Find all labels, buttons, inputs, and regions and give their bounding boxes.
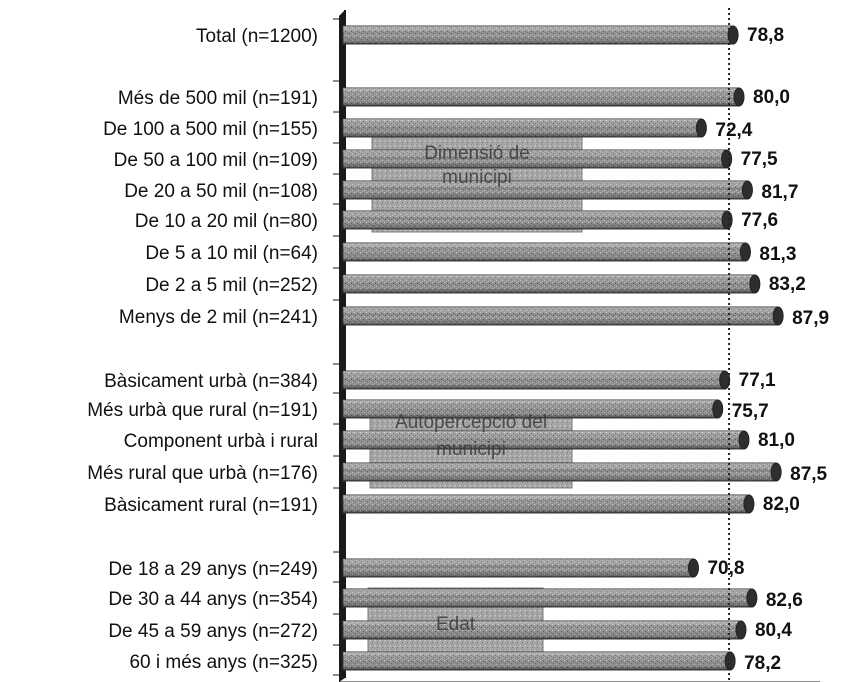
category-label: De 30 a 44 anys (n=354) [108,589,318,610]
value-label: 78,8 [747,25,784,46]
category-label: De 100 a 500 mil (n=155) [103,119,318,140]
bar-shade [343,275,755,293]
bar-end-cap [735,620,747,640]
category-label: Menys de 2 mil (n=241) [119,307,318,328]
category-label: De 5 a 10 mil (n=64) [145,243,318,264]
bar-end-cap [724,651,736,671]
bar-shade [343,495,749,513]
axis-layer [333,10,820,682]
bar-shade [343,371,725,389]
bar-end-cap [695,118,707,138]
bar-shade [343,463,777,481]
bar-shade [343,243,746,261]
bar-shade [343,211,728,229]
category-label: De 18 a 29 anys (n=249) [108,559,318,580]
bar-shade [343,307,779,325]
category-label: Component urbà i rural [124,431,318,452]
bar-shade [343,119,702,137]
category-label: De 10 a 20 mil (n=80) [135,211,318,232]
bar-end-cap [772,306,784,326]
bar-shade [343,559,694,577]
bar-shade [343,150,727,168]
bar-end-cap [738,430,750,450]
value-label: 83,2 [769,274,806,295]
category-label: Més de 500 mil (n=191) [118,88,318,109]
bar-end-cap [741,180,753,200]
value-label: 78,2 [744,653,781,674]
value-label: 75,7 [732,401,769,422]
bar-shade [343,181,748,199]
category-label: Més rural que urbà (n=176) [87,463,318,484]
category-label: Total (n=1200) [196,26,318,47]
bar-end-cap [712,399,724,419]
bar-shade [343,88,739,106]
bar-end-cap [746,588,758,608]
category-label: De 20 a 50 mil (n=108) [124,181,318,202]
category-label: De 2 a 5 mil (n=252) [145,275,318,296]
value-label: 80,4 [755,620,792,641]
value-label: 80,0 [753,87,790,108]
group-label: municipi [442,167,512,188]
bar-end-cap [721,149,733,169]
value-label: 81,0 [758,430,795,451]
bar-shade [343,400,718,418]
category-label: Bàsicament urbà (n=384) [104,371,318,392]
bar-end-cap [721,210,733,230]
group-boxes [367,119,583,663]
category-label: 60 i més anys (n=325) [129,652,318,673]
bar-shade [343,589,752,607]
group-label: Autopercepció del [395,412,547,433]
bars-layer [342,25,784,671]
value-label: 87,9 [792,308,829,329]
value-label: 82,6 [766,590,803,611]
category-label: De 50 a 100 mil (n=109) [114,150,318,171]
category-label: Bàsicament rural (n=191) [104,495,318,516]
group-label: Edat [436,614,476,635]
bar-end-cap [739,242,751,262]
bar-shade [343,431,744,449]
value-label: 81,3 [759,244,796,265]
labels-layer: Total (n=1200) 78,8 Més de 500 mil (n=191)… [87,25,829,674]
value-label: 70,8 [707,558,744,579]
bar-end-cap [733,87,745,107]
category-label: De 45 a 59 anys (n=272) [108,621,318,642]
bar-shade [343,621,741,639]
value-label: 77,6 [741,210,778,231]
bar-end-cap [770,462,782,482]
bar-end-cap [743,494,755,514]
value-label: 77,5 [741,149,778,170]
bar-end-cap [687,558,699,578]
category-label: Més urbà que rural (n=191) [87,400,318,421]
value-label: 77,1 [739,370,776,391]
group-label: municipi [436,439,506,460]
value-label: 82,0 [763,494,800,515]
axis-wall [339,10,345,682]
bar-shade [343,26,734,44]
bar-end-cap [749,274,761,294]
value-label: 81,7 [761,182,798,203]
value-label: 87,5 [790,464,827,485]
group-label: Dimensió de [424,143,530,164]
bar-shade [343,652,731,670]
value-label: 72,4 [715,120,752,141]
